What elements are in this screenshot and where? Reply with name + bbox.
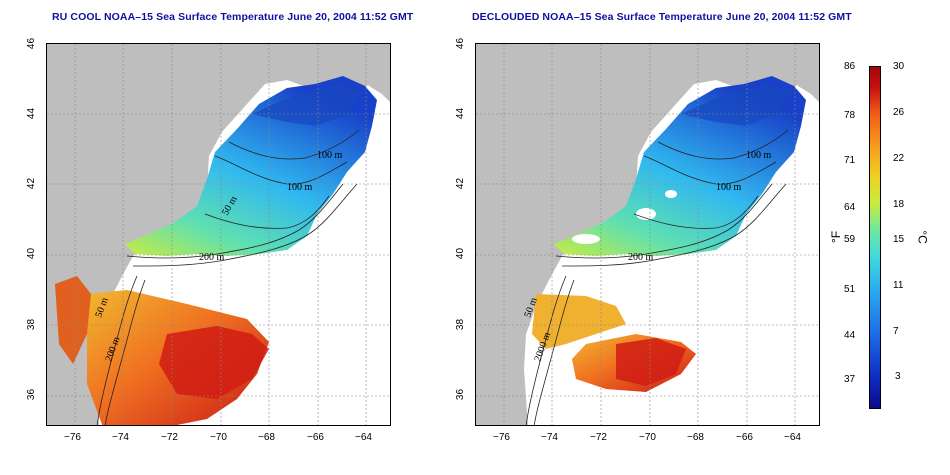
right-map-title: DECLOUDED NOAA–15 Sea Surface Temperatur… <box>472 11 852 23</box>
x-tick-label: −74 <box>112 432 129 443</box>
fahrenheit-label: 44 <box>844 330 856 341</box>
y-tick-label: 40 <box>26 247 38 260</box>
left-map-title: RU COOL NOAA–15 Sea Surface Temperature … <box>52 11 414 23</box>
warm-water <box>532 294 626 349</box>
right-sst-map: 100 m 100 m 200 m 50 m 2000 m <box>475 43 820 426</box>
fahrenheit-label: 78 <box>844 110 856 121</box>
contour-label: 100 m <box>317 150 343 161</box>
x-tick-label: −76 <box>64 432 81 443</box>
celsius-label: 18 <box>893 199 905 210</box>
fahrenheit-label: 59 <box>844 234 856 245</box>
celsius-label: 30 <box>893 61 905 72</box>
x-tick-label: −68 <box>258 432 275 443</box>
celsius-label: 11 <box>893 280 904 291</box>
celsius-label: 7 <box>893 326 899 337</box>
y-tick-label: 36 <box>455 388 467 401</box>
y-tick-label: 44 <box>26 107 38 120</box>
x-tick-label: −74 <box>541 432 558 443</box>
fahrenheit-label: 51 <box>844 284 856 295</box>
x-tick-label: −64 <box>355 432 372 443</box>
celsius-label: 15 <box>893 234 905 245</box>
contour-label: 200 m <box>628 252 654 263</box>
fahrenheit-label: 64 <box>844 202 856 213</box>
contour-label: 100 m <box>746 150 772 161</box>
y-tick-label: 42 <box>26 177 38 190</box>
y-tick-label: 38 <box>26 318 38 331</box>
temperature-colorbar <box>869 66 881 409</box>
y-tick-label: 40 <box>455 247 467 260</box>
fahrenheit-unit-label: °F <box>829 230 844 244</box>
right-map-graphic: 100 m 100 m 200 m 50 m 2000 m <box>476 44 819 425</box>
land-mass <box>476 44 819 425</box>
y-tick-label: 46 <box>26 37 38 50</box>
celsius-label: 22 <box>893 153 905 164</box>
y-tick-label: 38 <box>455 318 467 331</box>
x-tick-label: −64 <box>784 432 801 443</box>
celsius-label: 26 <box>893 107 905 118</box>
x-tick-label: −72 <box>161 432 178 443</box>
contour-label: 100 m <box>716 182 742 193</box>
x-tick-label: −72 <box>590 432 607 443</box>
celsius-label: 3 <box>895 371 901 382</box>
land-mass <box>47 44 390 425</box>
fahrenheit-label: 71 <box>844 155 856 166</box>
left-sst-map: 100 m 100 m 50 m 200 m 50 m 200 m <box>46 43 391 426</box>
x-tick-label: −70 <box>210 432 227 443</box>
x-tick-label: −66 <box>736 432 753 443</box>
y-tick-label: 46 <box>455 37 467 50</box>
fahrenheit-label: 86 <box>844 61 856 72</box>
x-tick-label: −70 <box>639 432 656 443</box>
left-map-graphic: 100 m 100 m 50 m 200 m 50 m 200 m <box>47 44 390 425</box>
x-tick-label: −68 <box>687 432 704 443</box>
x-tick-label: −76 <box>493 432 510 443</box>
y-tick-label: 44 <box>455 107 467 120</box>
fahrenheit-label: 37 <box>844 374 856 385</box>
contour-label: 200 m <box>199 252 225 263</box>
x-tick-label: −66 <box>307 432 324 443</box>
contour-label: 100 m <box>287 182 313 193</box>
y-tick-label: 42 <box>455 177 467 190</box>
y-tick-label: 36 <box>26 388 38 401</box>
celsius-unit-label: °C <box>915 230 930 244</box>
